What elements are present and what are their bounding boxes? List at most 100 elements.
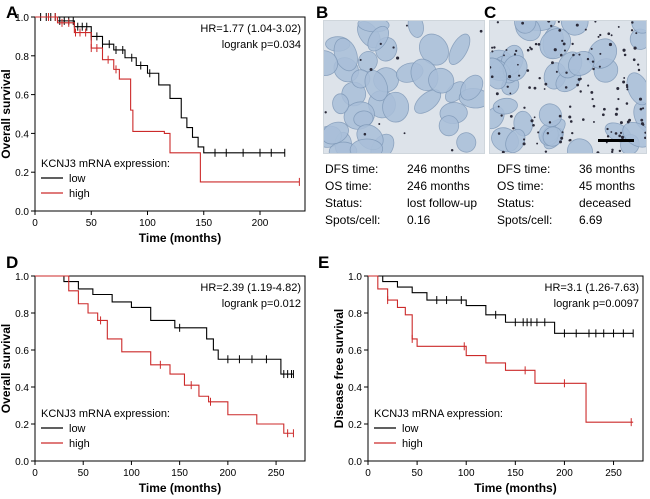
rna-spot <box>534 42 538 46</box>
x-tick-label: 150 <box>507 468 524 479</box>
panel-label-a: A <box>6 3 18 22</box>
cell-nucleus <box>538 103 562 128</box>
caption-b-value-dfs: 246 months <box>407 162 470 176</box>
cell-nucleus <box>502 54 528 82</box>
rna-spot <box>537 43 541 46</box>
x-tick-label: 150 <box>195 218 212 229</box>
rna-spot <box>602 107 606 111</box>
rna-spot <box>615 107 619 111</box>
rna-spot <box>599 33 602 37</box>
rna-spot <box>544 150 548 153</box>
histology-image-c <box>489 20 647 154</box>
rna-spot <box>607 32 611 36</box>
cell-nucleus <box>367 25 390 52</box>
caption-b: DFS time: 246 months OS time: 246 months… <box>325 162 485 232</box>
x-tick-label: 200 <box>220 468 237 479</box>
rna-spot <box>601 113 605 117</box>
rna-spot <box>623 77 626 79</box>
y-tick-label: 0.6 <box>348 346 362 357</box>
rna-spot <box>606 127 609 131</box>
x-tick-label: 250 <box>268 468 285 479</box>
caption-c: DFS time: 36 months OS time: 45 months S… <box>497 162 647 232</box>
cell-nucleus <box>324 121 349 145</box>
rna-spot <box>564 86 568 89</box>
rna-spot <box>490 66 492 69</box>
y-tick-label: 0.6 <box>15 346 29 357</box>
rna-spot <box>506 85 509 88</box>
km-plot-e: 0.0 0.2 0.4 0.6 0.8 1.0 0 50 100 150 200 250 Time (m… <box>332 272 644 495</box>
rna-spot <box>590 90 594 94</box>
y-tick-label: 0.0 <box>15 207 29 218</box>
rna-spot <box>622 48 626 52</box>
legend-label-high: high <box>402 438 423 450</box>
rna-spot <box>611 150 614 153</box>
rna-spot <box>553 48 557 52</box>
rna-spot <box>565 71 568 74</box>
rna-spot <box>550 24 553 28</box>
rna-spot <box>611 148 614 152</box>
panel-label-b: B <box>316 3 328 22</box>
rna-spot <box>640 122 644 126</box>
rna-spot <box>548 121 552 124</box>
rna-spot <box>379 42 382 46</box>
rna-spot <box>493 46 496 49</box>
plot-frame <box>34 16 306 212</box>
rna-spot <box>614 112 618 116</box>
cell-nucleus <box>382 91 410 123</box>
rna-spot <box>597 35 600 38</box>
plot-frame <box>34 275 306 462</box>
logrank-text: logrank p=0.0097 <box>554 298 639 310</box>
rna-spot <box>576 83 580 87</box>
rna-spot <box>537 131 540 134</box>
x-tick-label: 100 <box>139 218 156 229</box>
rna-spot <box>592 67 595 71</box>
km-plot-a: 0.0 0.2 0.4 0.6 0.8 1.0 0 50 100 150 200 Time (mont… <box>0 13 306 245</box>
rna-spot <box>638 97 643 101</box>
rna-spot <box>557 21 560 23</box>
rna-spot <box>643 136 646 140</box>
rna-spot <box>610 131 613 133</box>
caption-c-key-dfs: DFS time: <box>497 162 551 176</box>
y-tick-label: 0.2 <box>15 420 29 431</box>
caption-b-key-status: Status: <box>325 196 363 210</box>
rna-spot <box>625 85 629 89</box>
rna-spot <box>450 148 454 152</box>
rna-spot <box>568 139 571 142</box>
rna-spot <box>491 50 494 53</box>
cell-nucleus <box>567 138 593 153</box>
rna-spot <box>529 46 532 49</box>
panel-label-c: C <box>484 3 496 22</box>
rna-spot <box>530 119 534 123</box>
legend-label-high: high <box>69 188 90 200</box>
caption-c-value-spots: 6.69 <box>579 213 603 227</box>
rna-spot <box>528 86 531 89</box>
rna-spot <box>363 132 367 136</box>
rna-spot <box>635 32 638 35</box>
rna-spot <box>626 88 629 91</box>
cell-nucleus <box>448 33 471 65</box>
rna-spot <box>551 61 554 65</box>
x-tick-label: 200 <box>556 468 573 479</box>
rna-spot <box>497 132 501 135</box>
hazard-ratio-text: HR=2.39 (1.19-4.82) <box>200 282 301 294</box>
rna-spot <box>584 28 587 31</box>
rna-spot <box>396 56 400 60</box>
rna-spot <box>378 123 381 125</box>
rna-spot <box>639 107 643 111</box>
caption-b-value-status: lost follow-up <box>407 196 478 210</box>
hazard-ratio-text: HR=1.77 (1.04-3.02) <box>200 23 301 35</box>
cell-nucleus <box>460 74 484 101</box>
rna-spot <box>620 135 625 139</box>
y-tick-label: 0.0 <box>348 457 362 468</box>
rna-spot <box>623 53 627 57</box>
caption-b-key-dfs: DFS time: <box>325 162 379 176</box>
rna-spot <box>538 76 541 80</box>
rna-spot <box>526 48 530 52</box>
caption-c-key-os: OS time: <box>497 179 544 193</box>
hazard-ratio-text: HR=3.1 (1.26-7.63) <box>545 282 639 294</box>
plot-frame <box>367 275 644 462</box>
rna-spot <box>512 127 515 130</box>
rna-spot <box>626 120 630 124</box>
rna-spot <box>536 142 539 145</box>
rna-spot <box>605 141 608 144</box>
